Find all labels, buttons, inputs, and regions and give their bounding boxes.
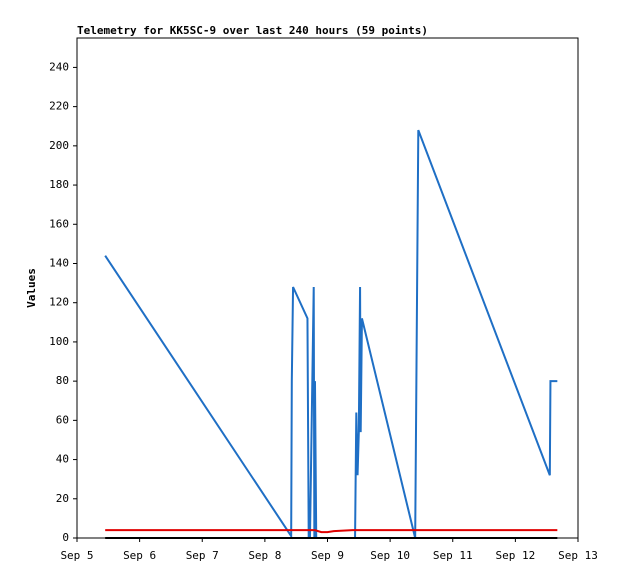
- x-tick-label: Sep 12: [496, 549, 536, 562]
- x-tick-label: Sep 8: [248, 549, 281, 562]
- y-tick-label: 180: [49, 178, 69, 191]
- x-tick-label: Sep 6: [123, 549, 156, 562]
- y-tick-label: 160: [49, 217, 69, 230]
- y-tick-label: 240: [49, 60, 69, 73]
- x-tick-label: Sep 5: [60, 549, 93, 562]
- y-tick-label: 40: [56, 453, 69, 466]
- x-tick-label: Sep 11: [433, 549, 473, 562]
- y-tick-label: 120: [49, 296, 69, 309]
- y-tick-label: 140: [49, 256, 69, 269]
- x-tick-label: Sep 13: [558, 549, 598, 562]
- plot-frame: [76, 37, 579, 539]
- y-tick-label: 60: [56, 413, 69, 426]
- y-tick-label: 0: [62, 531, 69, 544]
- y-tick-label: 20: [56, 492, 69, 505]
- y-tick-label: 100: [49, 335, 69, 348]
- y-tick-label: 80: [56, 374, 69, 387]
- series-line: [105, 529, 558, 534]
- y-axis-label: Values: [25, 268, 38, 308]
- chart-title: Telemetry for KK5SC-9 over last 240 hour…: [77, 24, 428, 37]
- y-tick-label: 220: [49, 100, 69, 113]
- x-tick-label: Sep 7: [186, 549, 219, 562]
- series-line: [104, 129, 558, 540]
- x-tick-label: Sep 10: [370, 549, 410, 562]
- x-tick-label: Sep 9: [311, 549, 344, 562]
- y-tick-label: 200: [49, 139, 69, 152]
